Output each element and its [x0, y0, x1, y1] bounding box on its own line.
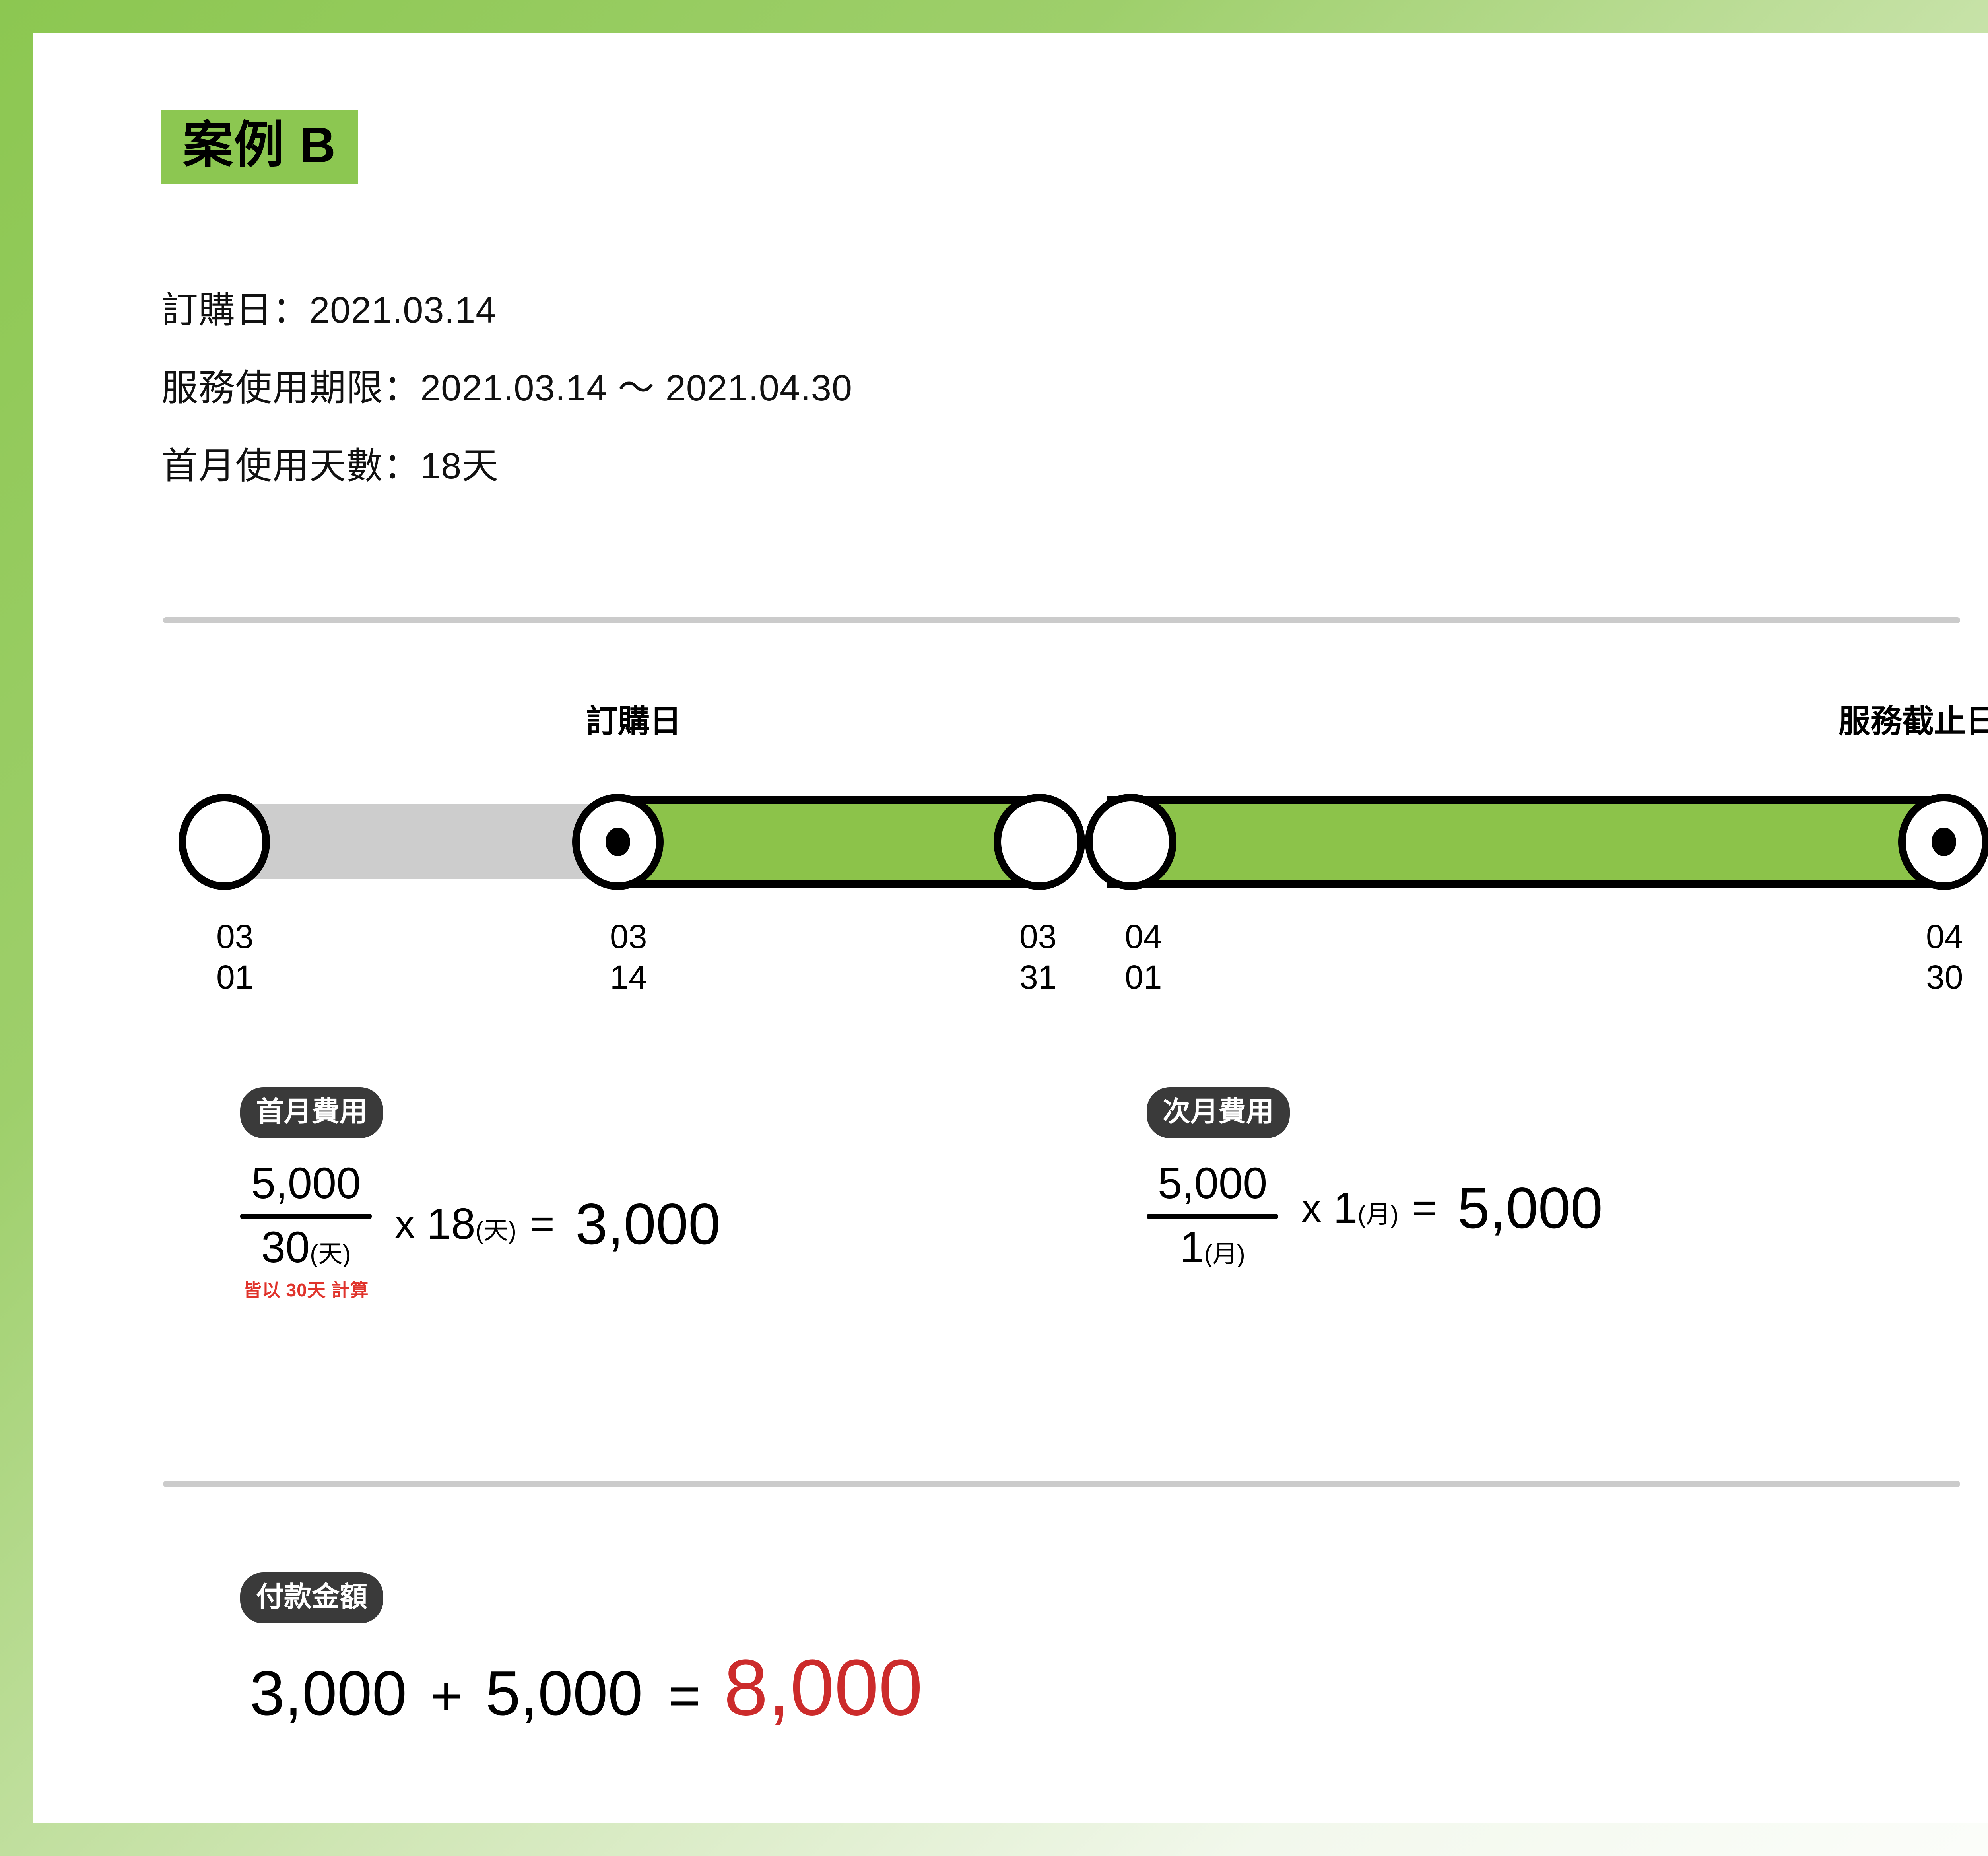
multiplier-number: 18 [427, 1199, 476, 1248]
date-month: 03 [610, 918, 647, 955]
timeline-date-0401: 04 01 [1125, 916, 1162, 998]
timeline-segment-first-month [618, 796, 1051, 888]
formula-next-month: 次月費用 5,000 1(月) x 1(月) = 5,000 [1147, 1087, 1603, 1270]
multiplier-unit: (月) [1357, 1201, 1399, 1228]
date-day: 31 [1019, 958, 1057, 996]
fraction-bar [240, 1213, 372, 1219]
formula-next-month-pill: 次月費用 [1147, 1087, 1290, 1138]
fraction-denominator: 1(月) [1147, 1224, 1278, 1271]
timeline-node-0314 [572, 794, 664, 890]
info-line-order-date: 訂購日：2021.03.14 [161, 290, 497, 330]
fraction-denominator-value: 30 [261, 1222, 310, 1272]
timeline-date-0314: 03 14 [610, 916, 647, 998]
timeline-bar [33, 794, 1988, 890]
fraction-denominator-value: 1 [1180, 1222, 1204, 1272]
payment-total-amount: 8,000 [724, 1643, 923, 1732]
fraction-numerator: 5,000 [251, 1159, 361, 1208]
fraction-numerator: 5,000 [1158, 1159, 1268, 1208]
formula-first-month-result: 3,000 [575, 1191, 721, 1256]
timeline-label-service-end: 服務截止日 [1839, 704, 1988, 739]
info-list: 訂購日：2021.03.14 服務使用期限：2021.03.14 ～ 2021.… [161, 292, 852, 526]
fraction-denominator-unit: (月) [1204, 1240, 1245, 1268]
timeline-node-0401 [1085, 794, 1176, 890]
payment-equals-symbol: = [668, 1664, 701, 1727]
date-day: 01 [216, 958, 254, 996]
multiplier-value: 18(天) [427, 1202, 516, 1246]
multiplier-number: 1 [1333, 1184, 1358, 1232]
content-card: 案例 B 訂購日：2021.03.14 服務使用期限：2021.03.14 ～ … [33, 33, 1988, 1823]
date-day: 30 [1926, 958, 1963, 996]
formula-next-month-fraction: 5,000 1(月) [1147, 1159, 1279, 1271]
timeline-node-marker-dot [606, 828, 630, 856]
payment-plus-symbol: + [430, 1664, 463, 1727]
timeline: 訂購日 服務截止日 03 01 [33, 705, 1988, 1024]
timeline-node-0331 [994, 794, 1085, 890]
multiplier-unit: (天) [475, 1217, 516, 1244]
formula-first-month-row: 5,000 30(天) 皆以 30天 計算 x 18(天) = 3,000 [240, 1160, 720, 1302]
multiply-symbol: x [1301, 1186, 1322, 1230]
fraction-denominator-unit: (天) [310, 1240, 351, 1268]
payment-second-amount: 5,000 [485, 1658, 643, 1728]
timeline-node-0430 [1898, 794, 1988, 890]
formula-first-month: 首月費用 5,000 30(天) 皆以 30天 計算 x 18(天) = [240, 1087, 720, 1302]
payment-pill: 付款金額 [240, 1572, 383, 1623]
date-day: 01 [1125, 958, 1162, 996]
payment-row: 3,000 + 5,000 = 8,000 [250, 1648, 923, 1728]
date-day: 14 [610, 958, 647, 996]
date-month: 04 [1926, 918, 1963, 955]
timeline-date-0331: 03 31 [1019, 916, 1056, 998]
timeline-segment-next-month [1107, 796, 1938, 888]
timeline-date-labels: 03 01 03 14 03 31 04 01 04 30 [33, 916, 1988, 1004]
timeline-node-0301 [179, 794, 270, 890]
formula-next-month-row: 5,000 1(月) x 1(月) = 5,000 [1147, 1160, 1603, 1270]
date-month: 03 [216, 918, 254, 955]
case-title-label: 案例 B [183, 117, 336, 173]
info-line-first-month-days: 首月使用天數：18天 [161, 446, 499, 486]
fraction-denominator: 30(天) [240, 1224, 372, 1271]
formula-area: 首月費用 5,000 30(天) 皆以 30天 計算 x 18(天) = [33, 1087, 1988, 1445]
multiply-symbol: x [395, 1202, 415, 1246]
timeline-date-0301: 03 01 [216, 916, 253, 998]
formula-first-month-pill: 首月費用 [240, 1087, 383, 1138]
info-line-service-period: 服務使用期限：2021.03.14 ～ 2021.04.30 [161, 368, 853, 408]
date-month: 04 [1125, 918, 1162, 955]
payment-area: 付款金額 3,000 + 5,000 = 8,000 [240, 1572, 923, 1728]
divider-bottom [163, 1481, 1960, 1487]
payment-first-amount: 3,000 [250, 1658, 407, 1728]
multiplier-value: 1(月) [1333, 1186, 1398, 1230]
formula-note-30-days: 皆以 30天 計算 [243, 1280, 369, 1300]
equals-symbol: = [530, 1201, 555, 1248]
date-month: 03 [1019, 918, 1057, 955]
formula-first-month-fraction: 5,000 30(天) 皆以 30天 計算 [240, 1160, 372, 1302]
fraction-bar [1147, 1213, 1279, 1219]
timeline-date-0430: 04 30 [1926, 916, 1963, 998]
equals-symbol: = [1412, 1185, 1437, 1232]
timeline-node-marker-dot [1932, 828, 1956, 856]
divider-top [163, 617, 1960, 623]
timeline-label-order-date: 訂購日 [586, 704, 681, 739]
case-title-badge: 案例 B [161, 110, 358, 184]
formula-next-month-result: 5,000 [1457, 1176, 1603, 1240]
